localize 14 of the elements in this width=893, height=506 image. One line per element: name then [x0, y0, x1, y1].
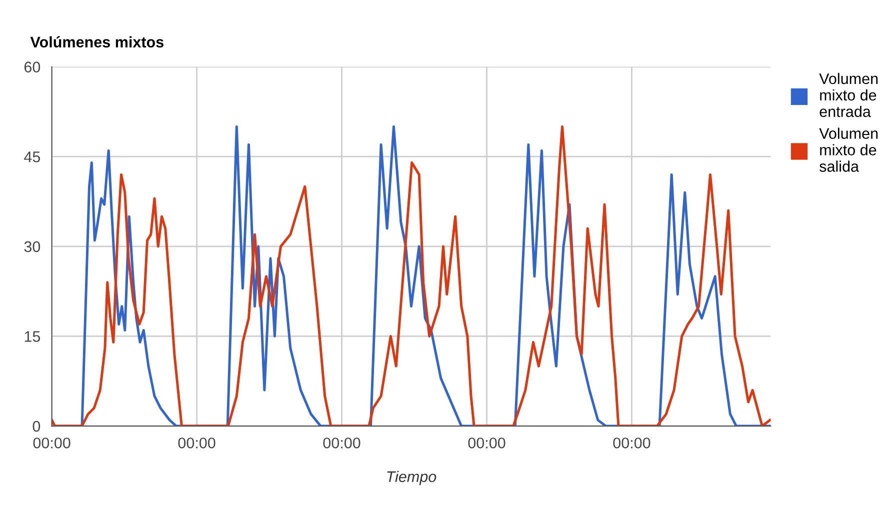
legend-label: Volumen mixto de salida [819, 128, 878, 172]
y-tick-label: 0 [32, 420, 40, 432]
x-tick-label: 00:00 [178, 438, 216, 448]
x-tick-label: 00:00 [468, 438, 506, 448]
y-tick-label: 30 [24, 241, 40, 252]
x-tick-label: 00:00 [323, 438, 360, 448]
y-tick-label: 45 [24, 152, 40, 162]
y-tick-label: 15 [24, 331, 40, 342]
y-tick-label: 60 [24, 62, 40, 72]
x-tick-label: 00:00 [613, 438, 650, 448]
legend-label: Volumen mixto de entrada [819, 72, 878, 118]
x-tick-label: 00:00 [33, 438, 70, 448]
x-axis-title: Tiempo [387, 470, 436, 486]
chart-title: Volúmenes mixtos [30, 36, 164, 48]
